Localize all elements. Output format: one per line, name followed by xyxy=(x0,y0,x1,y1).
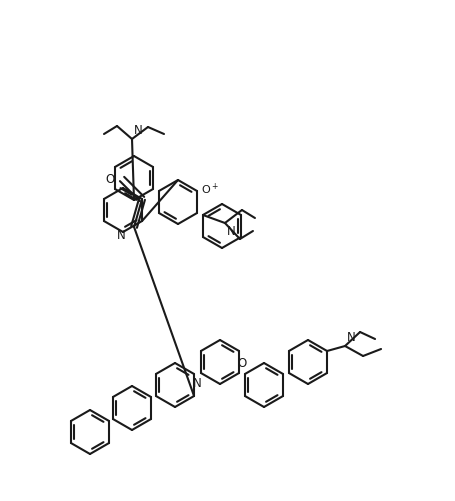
Text: N: N xyxy=(346,331,355,344)
Text: O$^+$: O$^+$ xyxy=(201,181,218,197)
Text: N: N xyxy=(227,225,235,238)
Text: O: O xyxy=(237,357,246,370)
Text: O: O xyxy=(106,172,115,185)
Text: N: N xyxy=(193,377,202,390)
Text: N: N xyxy=(117,229,126,242)
Text: N: N xyxy=(134,124,142,137)
